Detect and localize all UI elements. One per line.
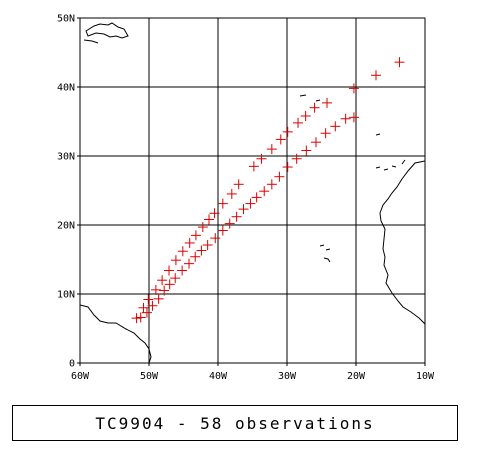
observation-point (248, 161, 259, 172)
coastline-nova-scotia (83, 39, 99, 44)
observation-point (143, 294, 154, 305)
coastline-newfoundland (85, 22, 129, 39)
observation-point (394, 57, 405, 68)
y-tick-label: 20N (57, 221, 75, 232)
observation-point (371, 70, 382, 81)
observation-point (226, 188, 237, 199)
observation-point (251, 192, 262, 203)
observation-point (190, 230, 201, 241)
observation-point (177, 246, 188, 257)
observation-point (164, 265, 175, 276)
x-tick-label: 40W (209, 371, 228, 382)
observation-point (131, 313, 142, 324)
observation-point (340, 113, 351, 124)
observation-point (301, 145, 312, 156)
observation-point (274, 171, 285, 182)
y-tick-label: 40N (57, 83, 75, 94)
observation-point (202, 240, 213, 251)
caption-box: TC9904 - 58 observations (12, 405, 458, 441)
observation-point (309, 102, 320, 113)
observation-point (141, 307, 152, 318)
observation-point (157, 275, 168, 286)
observation-point (224, 218, 235, 229)
y-axis-labels: 0 10N 20N 30N 40N 50N (57, 14, 75, 370)
x-tick-label: 60W (71, 371, 90, 382)
observation-point (190, 251, 201, 262)
x-tick-label: 50W (140, 371, 159, 382)
observation-point (153, 293, 164, 304)
observation-point (322, 97, 333, 108)
plot-frame (79, 17, 426, 364)
observation-point (150, 284, 161, 295)
y-tick-label: 30N (57, 152, 75, 163)
observation-point (266, 179, 277, 190)
y-tick-label: 0 (69, 359, 75, 370)
storm-track-map: 60W 50W 40W 30W 20W 10W 0 10N 20N 30N 40N 50N (57, 14, 435, 383)
observation-point (164, 279, 175, 290)
island-azores (299, 94, 321, 102)
observation-point (217, 198, 228, 209)
x-tick-label: 10W (416, 371, 435, 382)
observation-point (147, 300, 158, 311)
observation-point (170, 255, 181, 266)
island-cape-verde (319, 244, 331, 263)
observation-point (348, 112, 359, 123)
observation-point (238, 204, 249, 215)
coastline-africa (379, 160, 425, 325)
observation-point (300, 110, 311, 121)
observation-point (197, 222, 208, 233)
island-madeira (375, 133, 381, 136)
observation-point (259, 186, 270, 197)
observation-point (282, 162, 293, 173)
observation-point (204, 214, 215, 225)
observation-point (231, 211, 242, 222)
x-axis-labels: 60W 50W 40W 30W 20W 10W (71, 371, 435, 382)
observation-point (282, 126, 293, 137)
observation-point (184, 237, 195, 248)
observation-point (209, 208, 220, 219)
observation-point (217, 225, 228, 236)
observation-point (256, 153, 267, 164)
observation-point (320, 128, 331, 139)
observation-point (310, 137, 321, 148)
observation-point (233, 179, 244, 190)
observation-marks (131, 57, 405, 324)
island-canaries (375, 165, 397, 171)
observation-point (177, 265, 188, 276)
observation-point (196, 245, 207, 256)
observation-point (159, 285, 170, 296)
observation-point (266, 144, 277, 155)
observation-point (291, 153, 302, 164)
map-title: TC9904 - 58 observations (95, 413, 375, 433)
observation-point (293, 117, 304, 128)
observation-point (348, 83, 359, 94)
x-tick-label: 20W (347, 371, 366, 382)
observation-point (135, 312, 146, 323)
observation-point (210, 233, 221, 244)
x-tick-label: 30W (278, 371, 297, 382)
grid (77, 17, 426, 366)
observation-point (170, 273, 181, 284)
observation-point (275, 134, 286, 145)
y-tick-label: 10N (57, 290, 75, 301)
y-tick-label: 50N (57, 14, 75, 25)
observation-point (245, 198, 256, 209)
island-africa-coast-bit (401, 159, 406, 165)
observation-point (184, 258, 195, 269)
observation-point (330, 121, 341, 132)
